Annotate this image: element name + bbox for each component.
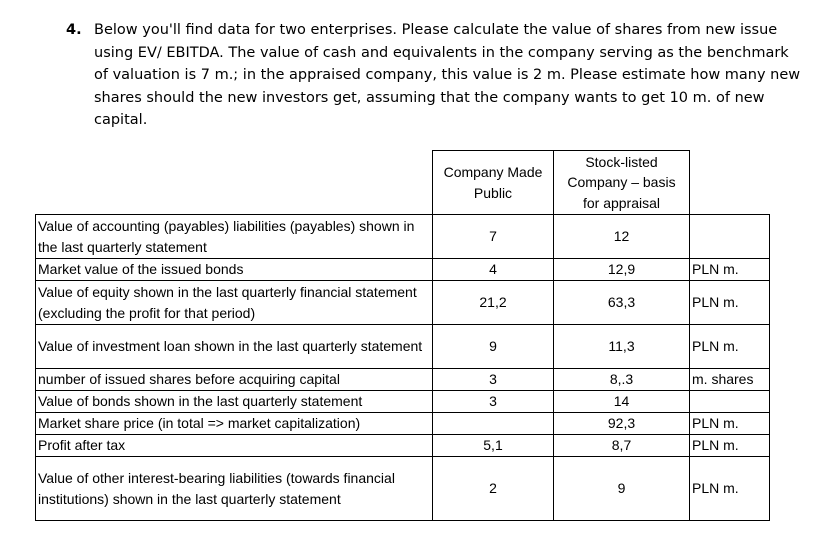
data-table: Company Made Public Stock-listed Company… — [35, 150, 770, 521]
value-stock-listed-company: 12 — [553, 215, 689, 258]
unit-cell: PLN m. — [689, 281, 770, 324]
table-row: number of issued shares before acquiring… — [35, 368, 770, 390]
header-company-made-public: Company Made Public — [432, 150, 553, 214]
unit-cell: m. shares — [689, 369, 770, 390]
table-body: Value of accounting (payables) liabiliti… — [35, 214, 770, 521]
table-row: Market value of the issued bonds 4 12,9 … — [35, 258, 770, 280]
value-stock-listed-company: 8,7 — [553, 435, 689, 456]
value-company-made-public: 5,1 — [432, 435, 553, 456]
value-stock-listed-company: 92,3 — [553, 413, 689, 434]
value-stock-listed-company: 8,.3 — [553, 369, 689, 390]
task-paragraph: 4. Below you'll find data for two enterp… — [66, 19, 806, 132]
value-company-made-public: 7 — [432, 215, 553, 258]
row-label: Market value of the issued bonds — [35, 259, 432, 280]
table-row: Market share price (in total => market c… — [35, 412, 770, 434]
header-stock-listed-company: Stock-listed Company – basis for apprais… — [553, 150, 690, 214]
unit-cell: PLN m. — [689, 413, 770, 434]
task-number: 4. — [66, 22, 82, 38]
row-label: number of issued shares before acquiring… — [35, 369, 432, 390]
table-row: Value of bonds shown in the last quarter… — [35, 390, 770, 412]
unit-cell: PLN m. — [689, 457, 770, 520]
row-label: Value of equity shown in the last quarte… — [35, 281, 432, 324]
row-label: Profit after tax — [35, 435, 432, 456]
value-company-made-public: 3 — [432, 369, 553, 390]
unit-cell — [689, 391, 770, 412]
table-header: Company Made Public Stock-listed Company… — [35, 150, 770, 214]
row-label: Value of investment loan shown in the la… — [35, 325, 432, 368]
table-row: Value of investment loan shown in the la… — [35, 324, 770, 368]
table-row: Value of accounting (payables) liabiliti… — [35, 215, 770, 258]
unit-cell: PLN m. — [689, 259, 770, 280]
value-company-made-public: 21,2 — [432, 281, 553, 324]
unit-cell — [689, 215, 770, 258]
task-text: Below you'll find data for two enterpris… — [94, 22, 801, 128]
row-label: Market share price (in total => market c… — [35, 413, 432, 434]
value-company-made-public: 3 — [432, 391, 553, 412]
table-row: Value of equity shown in the last quarte… — [35, 280, 770, 324]
row-label: Value of other interest-bearing liabilit… — [35, 457, 432, 520]
unit-cell: PLN m. — [689, 435, 770, 456]
value-stock-listed-company: 12,9 — [553, 259, 689, 280]
table-row: Value of other interest-bearing liabilit… — [35, 456, 770, 520]
value-stock-listed-company: 63,3 — [553, 281, 689, 324]
value-company-made-public: 4 — [432, 259, 553, 280]
value-company-made-public: 2 — [432, 457, 553, 520]
value-stock-listed-company: 11,3 — [553, 325, 689, 368]
value-company-made-public — [432, 413, 553, 434]
value-stock-listed-company: 9 — [553, 457, 689, 520]
table-row: Profit after tax 5,1 8,7 PLN m. — [35, 434, 770, 456]
unit-cell: PLN m. — [689, 325, 770, 368]
value-stock-listed-company: 14 — [553, 391, 689, 412]
row-label: Value of bonds shown in the last quarter… — [35, 391, 432, 412]
value-company-made-public: 9 — [432, 325, 553, 368]
row-label: Value of accounting (payables) liabiliti… — [35, 215, 432, 258]
